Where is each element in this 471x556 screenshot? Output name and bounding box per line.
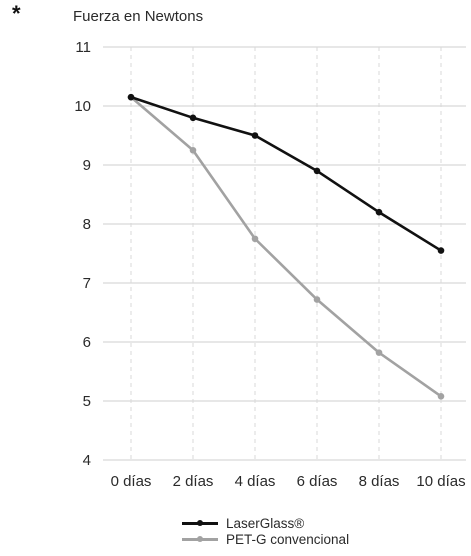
data-point-series-0: [251, 132, 259, 139]
data-point-series-1: [251, 235, 259, 243]
legend-item-laserglass: LaserGlass®: [182, 515, 349, 531]
x-tick-label: 2 días: [173, 473, 214, 490]
y-tick-label: 5: [83, 393, 91, 410]
data-point-series-1: [375, 349, 383, 356]
y-tick-label: 10: [74, 98, 91, 115]
y-tick-label: 7: [83, 275, 91, 292]
data-point-series-1: [437, 392, 445, 400]
y-tick-label: 8: [83, 216, 91, 233]
data-point-series-0: [375, 208, 383, 216]
data-point-series-0: [437, 247, 445, 254]
y-tick-label: 9: [83, 157, 91, 174]
y-tick-label: 4: [83, 452, 91, 469]
x-tick-label: 8 días: [359, 473, 400, 490]
data-point-series-1: [189, 146, 197, 154]
y-tick-label: 6: [83, 334, 91, 351]
x-tick-label: 4 días: [235, 473, 276, 490]
legend-item-petg: PET-G convencional: [182, 531, 349, 547]
footnote-asterisk: *: [12, 1, 21, 26]
series-line-1: [130, 96, 442, 398]
data-point-series-0: [313, 167, 321, 175]
series-line-0: [130, 95, 442, 252]
legend-swatch-petg: [182, 534, 218, 544]
chart-legend: LaserGlass® PET-G convencional: [182, 515, 349, 547]
data-point-series-0: [189, 114, 197, 122]
y-tick-label: 11: [75, 39, 91, 56]
y-axis-label: Fuerza en Newtons: [73, 8, 204, 25]
data-point-series-1: [313, 296, 321, 303]
legend-label-laserglass: LaserGlass®: [226, 515, 305, 531]
x-tick-label: 6 días: [297, 473, 338, 490]
x-tick-label: 10 días: [416, 473, 465, 490]
legend-label-petg: PET-G convencional: [226, 531, 350, 547]
data-point-series-0: [127, 93, 135, 101]
legend-swatch-laserglass: [182, 518, 218, 528]
x-tick-label: 0 días: [111, 473, 152, 490]
